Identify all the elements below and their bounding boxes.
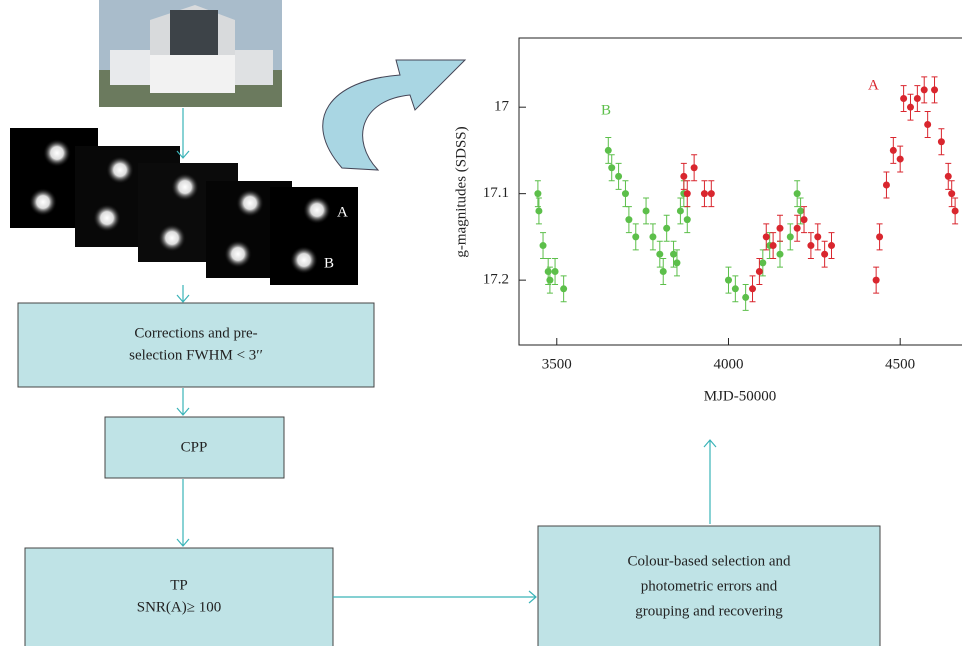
node-text: Colour-based selection and bbox=[628, 553, 791, 569]
x-tick-label: 4500 bbox=[885, 356, 915, 372]
node-text: Corrections and pre- bbox=[134, 325, 257, 341]
point bbox=[749, 285, 756, 292]
point bbox=[794, 190, 801, 197]
point bbox=[684, 190, 691, 197]
point bbox=[921, 86, 928, 93]
y-tick-label: 17 bbox=[494, 99, 510, 115]
point bbox=[883, 182, 890, 189]
point bbox=[797, 207, 804, 214]
point bbox=[770, 242, 777, 249]
point bbox=[540, 242, 547, 249]
point bbox=[677, 207, 684, 214]
point bbox=[670, 251, 677, 258]
data-points bbox=[534, 77, 958, 310]
point bbox=[546, 277, 553, 284]
point bbox=[952, 207, 959, 214]
page: A B 17 17.1 17.2 3500 4000 4500 MJD-50000 g-mag… bbox=[0, 0, 962, 646]
point bbox=[625, 216, 632, 223]
point bbox=[807, 242, 814, 249]
point bbox=[660, 268, 667, 275]
star-frames: A B bbox=[10, 128, 358, 285]
point bbox=[560, 285, 567, 292]
point bbox=[907, 104, 914, 111]
node-text: grouping and recovering bbox=[635, 603, 783, 619]
point bbox=[756, 268, 763, 275]
point bbox=[897, 156, 904, 163]
point bbox=[945, 173, 952, 180]
point bbox=[732, 285, 739, 292]
node-text: selection FWHM < 3′′ bbox=[129, 347, 263, 363]
plot: 17 17.1 17.2 3500 4000 4500 MJD-50000 g-magnitu… bbox=[453, 38, 962, 404]
point bbox=[649, 233, 656, 240]
node-text: photometric errors and bbox=[641, 578, 778, 594]
box bbox=[25, 548, 333, 646]
point bbox=[622, 190, 629, 197]
point bbox=[608, 164, 615, 171]
point bbox=[821, 251, 828, 258]
point bbox=[776, 225, 783, 232]
point bbox=[725, 277, 732, 284]
point bbox=[876, 233, 883, 240]
point bbox=[914, 95, 921, 102]
annotation: A bbox=[868, 77, 879, 93]
point bbox=[776, 251, 783, 258]
point bbox=[684, 216, 691, 223]
frame-label: B bbox=[324, 255, 334, 271]
point bbox=[615, 173, 622, 180]
x-tick-label: 3500 bbox=[542, 356, 572, 372]
point bbox=[552, 268, 559, 275]
x-tick-label: 4000 bbox=[713, 356, 743, 372]
node-text: TP bbox=[170, 577, 188, 593]
point bbox=[794, 225, 801, 232]
y-tick-label: 17.2 bbox=[483, 272, 509, 288]
point bbox=[924, 121, 931, 128]
telescope-image bbox=[99, 0, 282, 107]
point bbox=[643, 207, 650, 214]
point bbox=[900, 95, 907, 102]
y-tick-label: 17.1 bbox=[483, 185, 509, 201]
point bbox=[948, 190, 955, 197]
point bbox=[534, 190, 541, 197]
point bbox=[673, 259, 680, 266]
point bbox=[801, 216, 808, 223]
point bbox=[545, 268, 552, 275]
point bbox=[873, 277, 880, 284]
frame-label: A bbox=[337, 204, 348, 220]
node-text: SNR(A)≥ 100 bbox=[137, 599, 222, 615]
point bbox=[938, 138, 945, 145]
box bbox=[18, 303, 374, 387]
point bbox=[890, 147, 897, 154]
point bbox=[605, 147, 612, 154]
point bbox=[708, 190, 715, 197]
point bbox=[787, 233, 794, 240]
point bbox=[632, 233, 639, 240]
node-text: CPP bbox=[181, 439, 208, 455]
y-axis-label: g-magnitudes (SDSS) bbox=[453, 126, 469, 257]
plot-frame bbox=[519, 38, 962, 345]
point bbox=[759, 259, 766, 266]
point bbox=[701, 190, 708, 197]
point bbox=[680, 173, 687, 180]
point bbox=[828, 242, 835, 249]
point bbox=[763, 233, 770, 240]
point bbox=[691, 164, 698, 171]
point bbox=[535, 207, 542, 214]
point bbox=[931, 86, 938, 93]
point bbox=[663, 225, 670, 232]
annotation: B bbox=[601, 102, 611, 118]
x-axis-label: MJD-50000 bbox=[704, 388, 777, 404]
point bbox=[814, 233, 821, 240]
point bbox=[742, 294, 749, 301]
point bbox=[656, 251, 663, 258]
